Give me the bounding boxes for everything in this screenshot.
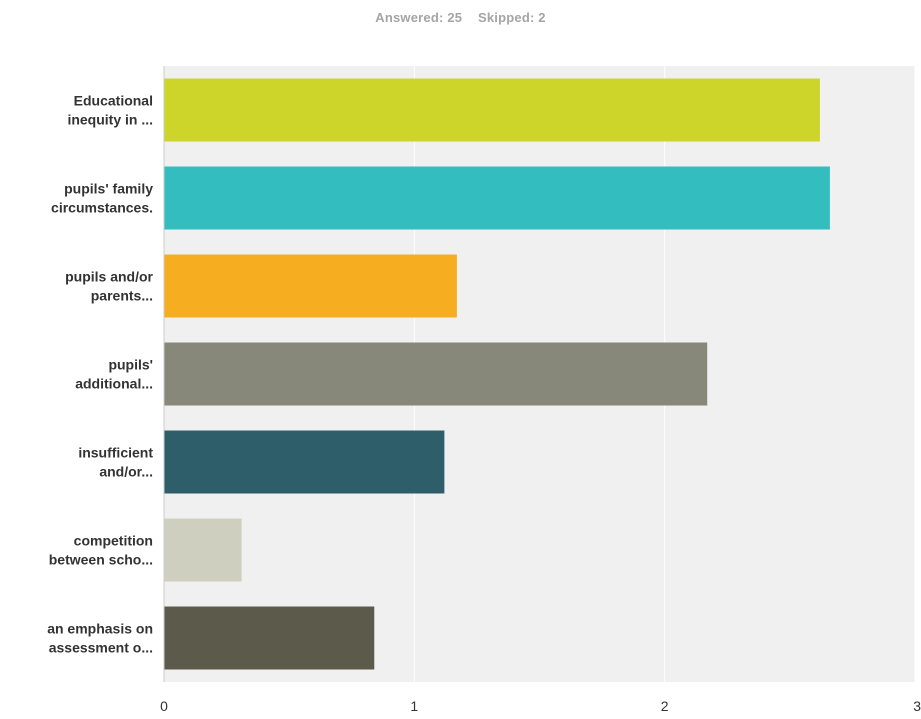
bar bbox=[164, 606, 375, 670]
x-tick-label: 3 bbox=[913, 698, 921, 714]
category-label: between scho... bbox=[49, 552, 153, 568]
category-label: parents... bbox=[91, 288, 153, 304]
x-tick-label: 1 bbox=[410, 698, 418, 714]
category-label: pupils' family bbox=[64, 181, 153, 197]
category-label: pupils' bbox=[108, 357, 153, 373]
skipped-count: Skipped: 2 bbox=[478, 10, 546, 25]
category-label: Educational bbox=[74, 93, 153, 109]
x-tick-label: 0 bbox=[160, 698, 168, 714]
bar bbox=[164, 342, 708, 406]
bar bbox=[164, 430, 445, 494]
category-label: assessment o... bbox=[49, 640, 153, 656]
answered-count: Answered: 25 bbox=[375, 10, 463, 25]
category-label: pupils and/or bbox=[65, 269, 153, 285]
x-tick-label: 2 bbox=[661, 698, 669, 714]
bar bbox=[164, 518, 242, 582]
category-label: and/or... bbox=[99, 464, 153, 480]
bar bbox=[164, 78, 820, 142]
category-label: insufficient bbox=[78, 445, 153, 461]
bar bbox=[164, 254, 457, 318]
category-label: additional... bbox=[75, 376, 153, 392]
response-summary: Answered: 25 Skipped: 2 bbox=[0, 10, 921, 25]
category-label: an emphasis on bbox=[47, 621, 153, 637]
bar bbox=[164, 166, 830, 230]
category-label: competition bbox=[74, 533, 153, 549]
category-label: circumstances. bbox=[51, 200, 153, 216]
category-label: inequity in ... bbox=[67, 112, 153, 128]
